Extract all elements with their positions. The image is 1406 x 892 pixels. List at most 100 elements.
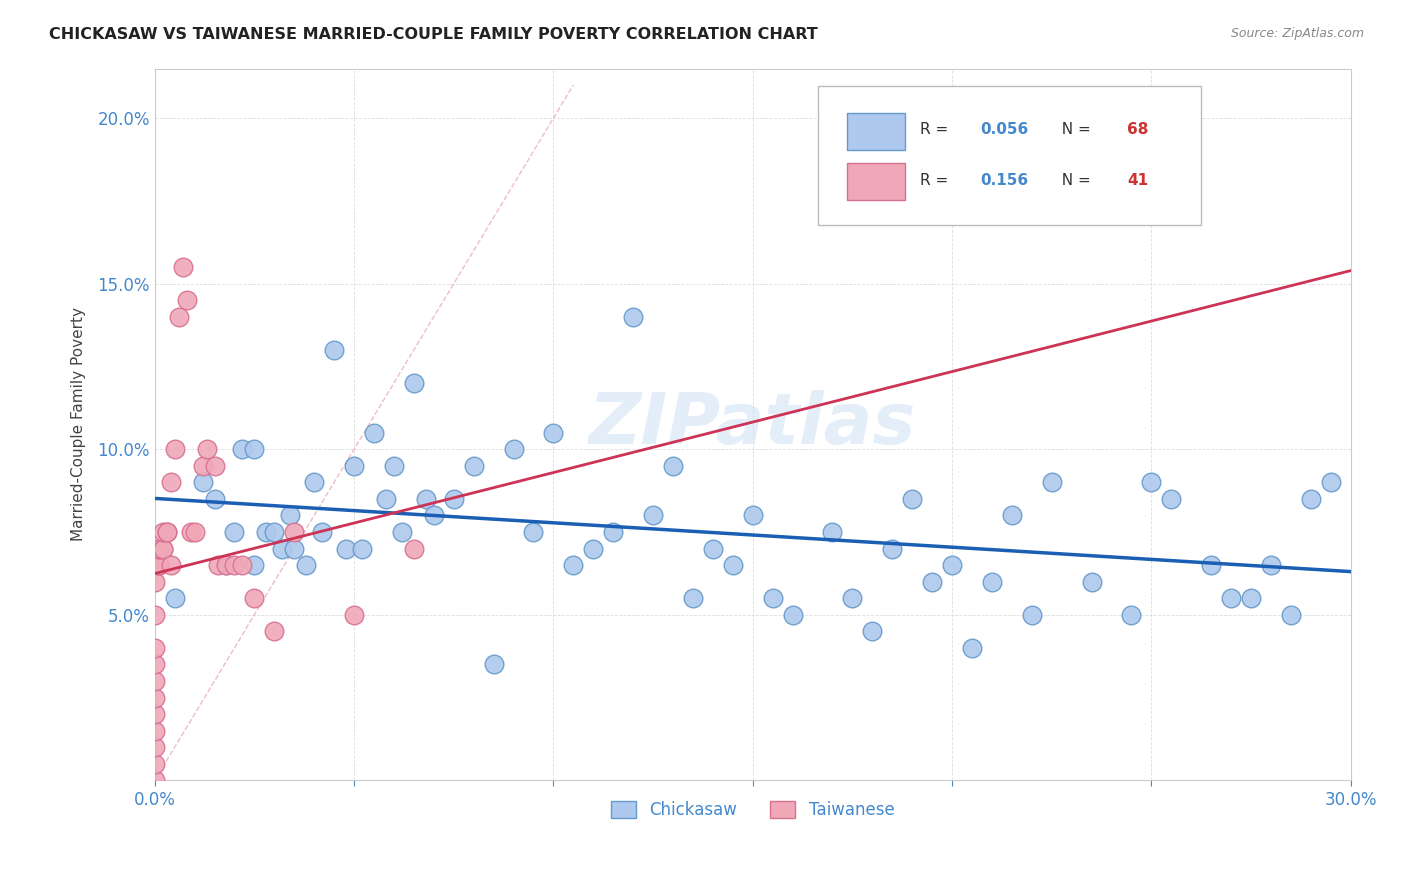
- Point: [662, 458, 685, 473]
- Point: [143, 756, 166, 771]
- Point: [156, 524, 179, 539]
- Point: [562, 558, 585, 573]
- Text: R =: R =: [920, 173, 953, 188]
- Point: [243, 558, 266, 573]
- Point: [821, 524, 844, 539]
- Point: [156, 524, 179, 539]
- Point: [682, 591, 704, 606]
- Point: [1279, 607, 1302, 622]
- Point: [163, 591, 186, 606]
- Point: [1299, 491, 1322, 506]
- Point: [1140, 475, 1163, 490]
- Text: CHICKASAW VS TAIWANESE MARRIED-COUPLE FAMILY POVERTY CORRELATION CHART: CHICKASAW VS TAIWANESE MARRIED-COUPLE FA…: [49, 27, 818, 42]
- Point: [302, 475, 325, 490]
- Point: [143, 723, 166, 738]
- Point: [1240, 591, 1263, 606]
- Point: [176, 293, 198, 308]
- Point: [295, 558, 318, 573]
- Text: 68: 68: [1128, 121, 1149, 136]
- Point: [782, 607, 804, 622]
- Point: [641, 508, 664, 523]
- Point: [152, 541, 174, 556]
- Point: [263, 524, 285, 539]
- Point: [183, 524, 205, 539]
- Point: [343, 607, 366, 622]
- Bar: [848, 113, 904, 151]
- Point: [921, 574, 943, 589]
- Point: [1121, 607, 1143, 622]
- Bar: [848, 163, 904, 200]
- Point: [207, 558, 229, 573]
- Point: [335, 541, 357, 556]
- Text: 41: 41: [1128, 173, 1149, 188]
- Text: N =: N =: [1052, 173, 1095, 188]
- Point: [443, 491, 465, 506]
- Y-axis label: Married-Couple Family Poverty: Married-Couple Family Poverty: [72, 308, 86, 541]
- Point: [143, 657, 166, 672]
- Point: [1199, 558, 1222, 573]
- Text: 0.056: 0.056: [980, 121, 1028, 136]
- Point: [1160, 491, 1182, 506]
- Point: [1040, 475, 1063, 490]
- Point: [423, 508, 446, 523]
- Point: [882, 541, 904, 556]
- Point: [278, 508, 301, 523]
- Point: [148, 541, 170, 556]
- Point: [148, 558, 170, 573]
- Point: [215, 558, 238, 573]
- Point: [363, 425, 385, 440]
- Point: [159, 475, 181, 490]
- Point: [143, 574, 166, 589]
- Point: [143, 740, 166, 755]
- Point: [172, 260, 194, 275]
- Point: [231, 442, 253, 457]
- Point: [941, 558, 963, 573]
- Point: [204, 491, 226, 506]
- Text: R =: R =: [920, 121, 953, 136]
- Point: [215, 558, 238, 573]
- Point: [224, 558, 246, 573]
- Point: [463, 458, 485, 473]
- Point: [502, 442, 524, 457]
- Point: [402, 541, 425, 556]
- Point: [271, 541, 294, 556]
- Point: [143, 640, 166, 655]
- Point: [402, 376, 425, 390]
- Point: [254, 524, 277, 539]
- Point: [243, 442, 266, 457]
- Point: [860, 624, 883, 639]
- Text: N =: N =: [1052, 121, 1095, 136]
- Point: [374, 491, 396, 506]
- Point: [343, 458, 366, 473]
- Legend: Chickasaw, Taiwanese: Chickasaw, Taiwanese: [605, 794, 901, 825]
- Point: [152, 524, 174, 539]
- Point: [143, 690, 166, 705]
- Point: [415, 491, 437, 506]
- Point: [323, 343, 346, 357]
- Point: [702, 541, 724, 556]
- Point: [224, 524, 246, 539]
- Point: [143, 673, 166, 688]
- Point: [1220, 591, 1243, 606]
- Point: [191, 458, 214, 473]
- Point: [163, 442, 186, 457]
- Point: [391, 524, 413, 539]
- Point: [204, 458, 226, 473]
- Point: [243, 591, 266, 606]
- Point: [148, 558, 170, 573]
- Text: 0.156: 0.156: [980, 173, 1028, 188]
- Point: [741, 508, 763, 523]
- Point: [1260, 558, 1282, 573]
- Point: [1319, 475, 1341, 490]
- Point: [960, 640, 983, 655]
- Point: [382, 458, 405, 473]
- Point: [841, 591, 863, 606]
- Point: [167, 310, 190, 324]
- Point: [195, 442, 218, 457]
- Point: [762, 591, 785, 606]
- FancyBboxPatch shape: [818, 87, 1201, 225]
- Point: [283, 524, 305, 539]
- Point: [482, 657, 505, 672]
- Point: [143, 707, 166, 722]
- Point: [602, 524, 624, 539]
